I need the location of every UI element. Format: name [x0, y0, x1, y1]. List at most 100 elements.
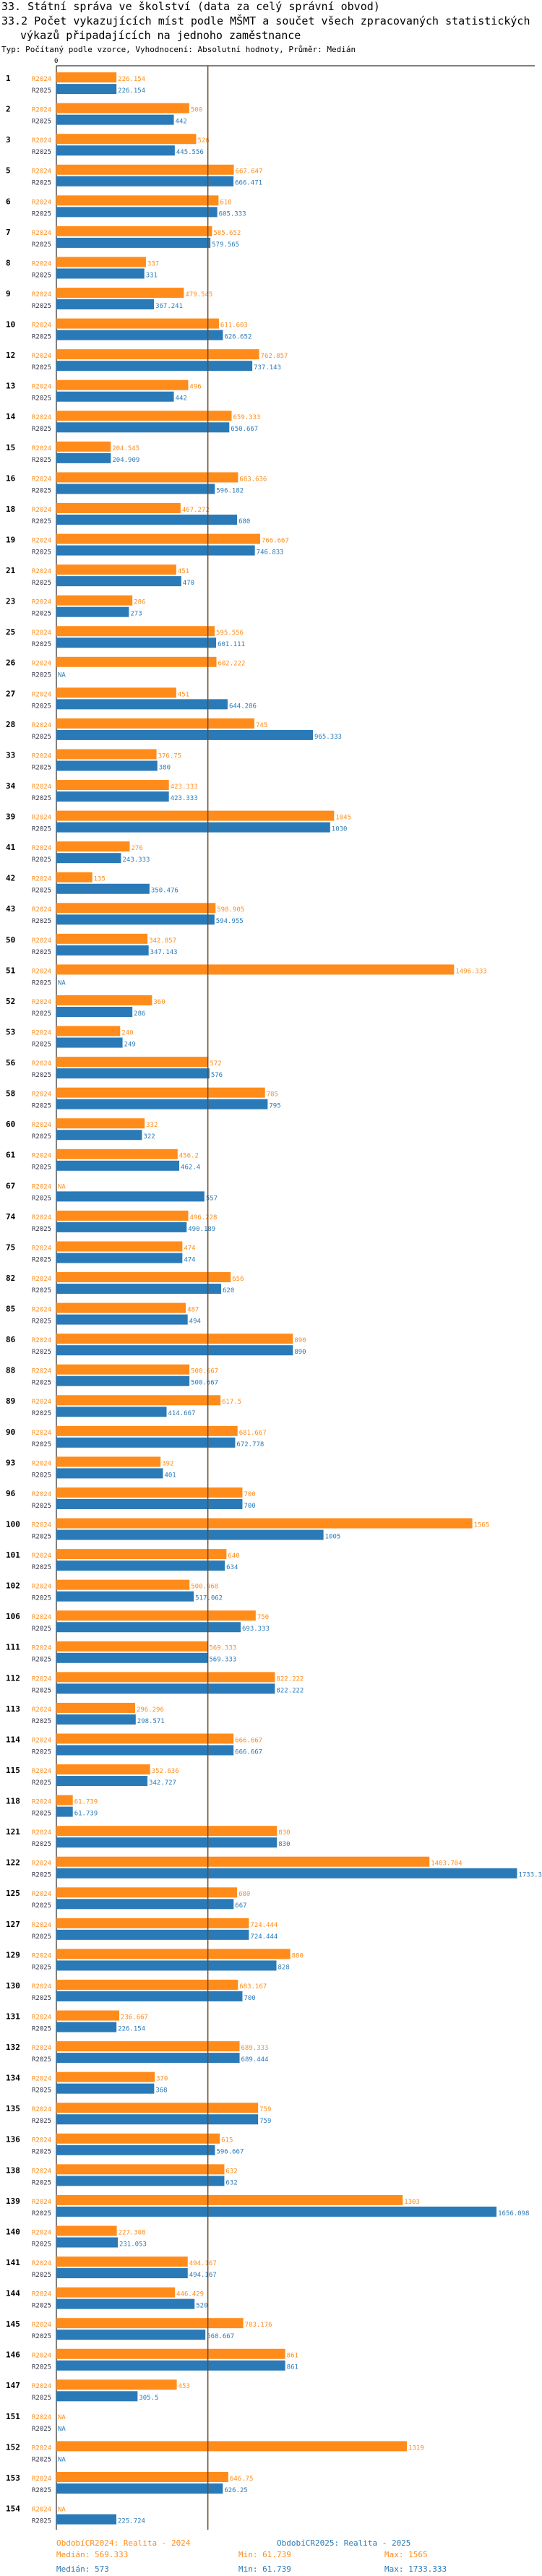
series-label-r2025-67: R2025 [32, 1195, 51, 1202]
series-label-r2024-112: R2024 [32, 1675, 51, 1683]
bar-r2025-1 [56, 84, 117, 95]
bar-r2025-56 [56, 1068, 210, 1079]
bar-r2025-28 [56, 729, 314, 740]
value-label-r2025-145: 560.667 [207, 2333, 234, 2340]
series-label-r2025-89: R2025 [32, 1410, 51, 1417]
value-label-r2025-19: 746.833 [257, 549, 284, 556]
value-label-r2024-86: 890 [294, 1337, 306, 1344]
bar-r2024-28 [56, 718, 254, 729]
bar-r2025-75 [56, 1253, 183, 1263]
value-label-r2025-50: 347.143 [150, 949, 178, 956]
series-label-r2024-154: R2024 [32, 2506, 51, 2513]
value-label-r2025-14: 650.667 [231, 426, 258, 433]
na-label-r2024-154: NA [58, 2506, 66, 2513]
group-label-144: 144 [6, 2289, 20, 2298]
median-r2024: Medián: 569.333 [56, 2550, 129, 2559]
value-label-r2024-7: 585.652 [213, 230, 241, 237]
bar-r2025-5 [56, 176, 234, 186]
value-label-r2024-50: 342.857 [149, 937, 176, 945]
series-label-r2024-12: R2024 [32, 353, 51, 360]
value-label-r2024-34: 423.333 [171, 783, 198, 791]
bar-r2024-135 [56, 2103, 259, 2113]
group-label-7: 7 [6, 228, 11, 237]
bar-r2025-60 [56, 1130, 142, 1141]
series-label-r2025-96: R2025 [32, 1503, 51, 1510]
series-label-r2025-85: R2025 [32, 1318, 51, 1326]
value-label-r2025-60: 322 [143, 1133, 155, 1141]
value-label-r2024-152: 1319 [408, 2444, 424, 2452]
value-label-r2025-125: 667 [235, 1902, 246, 1910]
series-label-r2024-50: R2024 [32, 937, 51, 945]
value-label-r2024-5: 667.647 [236, 168, 263, 176]
group-label-8: 8 [6, 258, 11, 267]
series-label-r2025-134: R2025 [32, 2087, 51, 2095]
value-label-r2025-88: 500.667 [191, 1380, 218, 1387]
group-label-114: 114 [6, 1735, 20, 1744]
series-label-r2025-101: R2025 [32, 1564, 51, 1571]
series-label-r2024-16: R2024 [32, 476, 51, 483]
value-label-r2025-74: 490.189 [188, 1226, 215, 1233]
series-label-r2024-151: R2024 [32, 2414, 51, 2421]
bar-r2025-12 [56, 361, 253, 372]
group-label-147: 147 [6, 2381, 20, 2390]
series-label-r2024-89: R2024 [32, 1399, 51, 1406]
value-label-r2025-53: 249 [124, 1041, 136, 1048]
group-label-152: 152 [6, 2442, 20, 2452]
value-label-r2025-112: 822.222 [276, 1687, 304, 1694]
group-label-139: 139 [6, 2197, 20, 2206]
series-label-r2024-41: R2024 [32, 845, 51, 852]
series-label-r2024-1: R2024 [32, 76, 51, 83]
value-label-r2024-129: 880 [292, 1952, 304, 1959]
bar-r2024-130 [56, 1979, 238, 1990]
series-label-r2024-96: R2024 [32, 1491, 51, 1498]
value-label-r2024-134: 370 [156, 2076, 168, 2083]
group-label-10: 10 [6, 320, 15, 330]
value-label-r2025-75: 474 [184, 1256, 195, 1263]
bar-r2024-1 [56, 72, 117, 83]
group-label-33: 33 [6, 750, 15, 760]
series-label-r2024-145: R2024 [32, 2322, 51, 2329]
value-label-r2024-144: 446.429 [176, 2291, 204, 2298]
series-label-r2025-140: R2025 [32, 2241, 51, 2248]
value-label-r2025-100: 1005 [325, 1533, 341, 1540]
bar-r2025-121 [56, 1837, 278, 1848]
bar-r2024-2 [56, 103, 189, 113]
series-label-r2024-138: R2024 [32, 2168, 51, 2175]
value-label-r2024-132: 689.333 [241, 2045, 269, 2052]
series-label-r2024-130: R2024 [32, 1983, 51, 1991]
group-label-75: 75 [6, 1242, 15, 1252]
group-label-127: 127 [6, 1920, 20, 1929]
bar-r2025-138 [56, 2176, 225, 2186]
series-label-r2025-136: R2025 [32, 2149, 51, 2156]
series-label-r2025-51: R2025 [32, 979, 51, 987]
bar-r2024-121 [56, 1826, 278, 1837]
bar-r2024-26 [56, 656, 217, 667]
series-label-r2025-27: R2025 [32, 703, 51, 710]
group-label-56: 56 [6, 1058, 16, 1068]
series-label-r2024-75: R2024 [32, 1245, 51, 1252]
series-label-r2025-88: R2025 [32, 1380, 51, 1387]
value-label-r2025-130: 700 [244, 1995, 255, 2002]
value-label-r2024-2: 500 [191, 107, 202, 114]
value-label-r2024-28: 745 [256, 722, 267, 729]
group-label-3: 3 [6, 135, 11, 145]
series-label-r2024-34: R2024 [32, 783, 51, 791]
series-label-r2024-86: R2024 [32, 1337, 51, 1344]
group-label-90: 90 [6, 1427, 15, 1437]
series-label-r2025-90: R2025 [32, 1441, 51, 1448]
series-label-r2024-52: R2024 [32, 999, 51, 1006]
bar-r2025-9 [56, 299, 155, 310]
group-label-121: 121 [6, 1827, 20, 1837]
group-label-101: 101 [6, 1550, 20, 1560]
series-label-r2025-102: R2025 [32, 1595, 51, 1602]
value-label-r2024-121: 830 [278, 1829, 290, 1837]
series-label-r2024-43: R2024 [32, 906, 51, 914]
value-label-r2025-106: 693.333 [242, 1626, 270, 1633]
series-label-r2024-9: R2024 [32, 291, 51, 299]
value-label-r2024-60: 332 [146, 1122, 158, 1129]
series-label-r2024-28: R2024 [32, 722, 51, 729]
series-label-r2025-19: R2025 [32, 549, 51, 556]
series-label-r2024-113: R2024 [32, 1706, 51, 1714]
value-label-r2025-127: 724.444 [250, 1933, 278, 1941]
bar-r2024-9 [56, 288, 184, 299]
